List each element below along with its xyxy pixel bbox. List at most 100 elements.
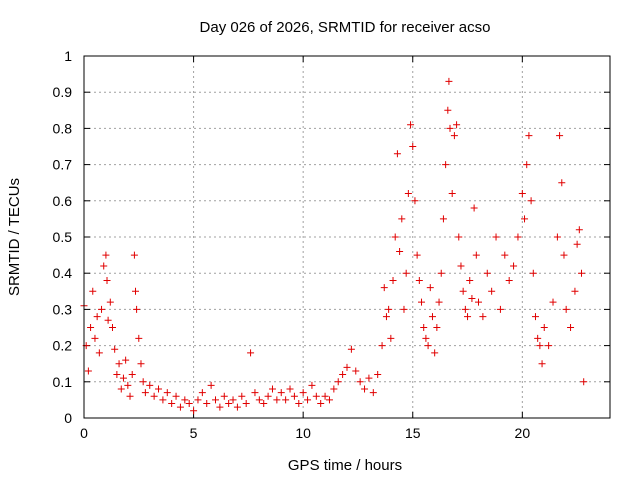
data-point xyxy=(453,121,461,129)
data-point xyxy=(216,403,224,411)
y-tick-label: 0.2 xyxy=(53,338,73,354)
data-point xyxy=(402,269,410,277)
data-point xyxy=(446,124,454,132)
data-point xyxy=(242,400,250,408)
data-point xyxy=(334,378,342,386)
data-point xyxy=(472,251,480,259)
data-point xyxy=(115,360,123,368)
data-point xyxy=(409,143,417,150)
data-point xyxy=(531,313,539,321)
axis-ticks xyxy=(83,55,610,419)
data-point xyxy=(479,313,487,321)
data-point xyxy=(521,215,529,223)
data-point xyxy=(374,371,382,379)
data-point xyxy=(369,389,377,397)
x-tick-label: 20 xyxy=(515,425,531,441)
data-point xyxy=(573,240,581,248)
data-point xyxy=(185,400,193,408)
data-point xyxy=(268,385,276,393)
data-point xyxy=(468,295,476,303)
data-point xyxy=(163,389,171,397)
data-point xyxy=(190,407,198,415)
data-point xyxy=(455,233,463,241)
data-point xyxy=(553,233,561,241)
data-point xyxy=(89,287,97,295)
data-point xyxy=(445,77,453,85)
data-point xyxy=(339,371,347,379)
data-points xyxy=(80,77,588,415)
data-point xyxy=(321,392,329,400)
y-tick-label: 0.6 xyxy=(53,193,73,209)
data-point xyxy=(133,305,141,313)
data-point xyxy=(290,392,298,400)
data-point xyxy=(137,360,145,368)
data-point xyxy=(571,287,579,295)
y-tick-label: 1 xyxy=(64,48,72,64)
data-point xyxy=(538,360,546,368)
data-point xyxy=(536,342,544,350)
data-point xyxy=(87,324,95,331)
data-point xyxy=(413,251,421,259)
data-point xyxy=(141,389,149,397)
data-point xyxy=(100,262,108,270)
data-point xyxy=(103,276,111,284)
data-point xyxy=(361,385,369,393)
data-point xyxy=(426,284,434,292)
data-point xyxy=(488,287,496,295)
data-point xyxy=(444,106,452,114)
data-point xyxy=(176,403,184,411)
data-point xyxy=(545,342,553,350)
data-point xyxy=(325,396,333,404)
data-point xyxy=(556,132,564,140)
data-point xyxy=(398,215,406,223)
data-point xyxy=(317,400,325,408)
data-point xyxy=(347,345,355,353)
y-tick-label: 0.1 xyxy=(53,374,73,390)
data-point xyxy=(514,233,522,241)
data-point xyxy=(356,378,364,386)
data-point xyxy=(233,403,241,411)
data-point xyxy=(98,305,106,313)
data-point xyxy=(106,298,114,306)
data-point xyxy=(255,396,263,404)
x-tick-label: 10 xyxy=(295,425,311,441)
data-point xyxy=(428,313,436,321)
data-point xyxy=(400,305,408,313)
data-point xyxy=(527,197,535,205)
data-point xyxy=(117,385,125,393)
data-point xyxy=(382,313,390,321)
data-point xyxy=(562,305,570,313)
data-point xyxy=(525,132,533,140)
data-point xyxy=(505,276,513,284)
data-point xyxy=(312,392,320,400)
data-point xyxy=(466,276,474,284)
data-point xyxy=(119,374,127,382)
data-point xyxy=(93,313,101,321)
y-tick-label: 0.3 xyxy=(53,301,73,317)
y-tick-label: 0.9 xyxy=(53,84,73,100)
data-point xyxy=(299,389,307,397)
x-tick-label: 15 xyxy=(405,425,421,441)
y-axis-label: SRMTID / TECUs xyxy=(6,178,23,296)
data-point xyxy=(130,251,138,259)
data-point xyxy=(365,374,373,382)
data-point xyxy=(150,392,158,400)
data-point xyxy=(126,392,134,400)
y-tick-labels: 0 0.1 0.2 0.3 0.4 0.5 0.6 0.7 0.8 0.9 1 xyxy=(53,48,73,426)
data-point xyxy=(330,385,338,393)
data-point xyxy=(450,132,458,140)
data-point xyxy=(580,378,588,386)
data-point xyxy=(155,385,163,393)
data-point xyxy=(132,287,140,295)
data-point xyxy=(483,269,491,277)
data-point xyxy=(435,298,443,306)
data-point xyxy=(168,400,176,408)
data-point xyxy=(457,262,465,270)
data-point xyxy=(389,276,397,284)
data-point xyxy=(575,226,583,234)
data-point xyxy=(260,400,268,408)
data-point xyxy=(247,349,255,357)
data-point xyxy=(139,378,147,386)
data-point xyxy=(534,334,542,342)
